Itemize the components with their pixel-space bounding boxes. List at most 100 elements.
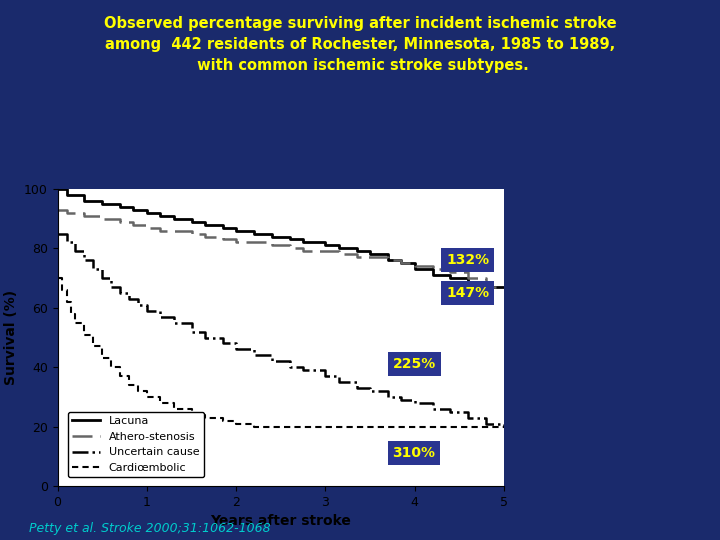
Uncertain cause <box>268 358 276 365</box>
Uncertain cause <box>107 284 115 291</box>
Cardiœmbolic <box>89 343 98 350</box>
Cardiœmbolic <box>98 355 107 362</box>
Cardiœmbolic <box>62 299 71 305</box>
Text: Petty et al. Stroke 2000;31:1062-1068: Petty et al. Stroke 2000;31:1062-1068 <box>29 522 271 535</box>
Uncertain cause <box>80 257 89 264</box>
Cardiœmbolic <box>116 373 125 379</box>
Athero-stenosis <box>321 248 330 255</box>
Athero-stenosis <box>285 245 294 252</box>
Lacuna <box>250 230 258 237</box>
Lacuna <box>500 284 508 291</box>
Cardiœmbolic <box>58 287 66 293</box>
Uncertain cause <box>201 334 210 341</box>
Y-axis label: Survival (%): Survival (%) <box>4 290 19 385</box>
Lacuna <box>410 266 419 272</box>
Cardiœmbolic <box>169 406 178 412</box>
Cardiœmbolic <box>187 411 196 418</box>
Cardiœmbolic <box>71 319 80 326</box>
Lacuna <box>384 257 392 264</box>
Lacuna <box>464 281 472 287</box>
Athero-stenosis <box>53 206 62 213</box>
Lacuna <box>187 218 196 225</box>
Athero-stenosis <box>201 233 210 240</box>
Cardiœmbolic <box>134 388 143 394</box>
Uncertain cause <box>89 266 98 272</box>
Athero-stenosis <box>335 251 343 258</box>
Uncertain cause <box>299 367 307 374</box>
Cardiœmbolic <box>232 420 240 427</box>
Athero-stenosis <box>428 266 437 272</box>
Athero-stenosis <box>218 237 227 243</box>
Uncertain cause <box>335 379 343 386</box>
Lacuna <box>366 251 374 258</box>
Athero-stenosis <box>384 257 392 264</box>
Athero-stenosis <box>446 269 455 275</box>
Text: P < 0.0001: P < 0.0001 <box>127 442 189 452</box>
Lacuna <box>143 210 151 216</box>
Lacuna <box>352 248 361 255</box>
Cardiœmbolic <box>384 423 392 430</box>
Uncertain cause <box>250 352 258 359</box>
Athero-stenosis <box>352 254 361 260</box>
Athero-stenosis <box>397 260 405 266</box>
Cardiœmbolic <box>125 382 133 388</box>
Text: Observed percentage surviving after incident ischemic stroke
among  442 resident: Observed percentage surviving after inci… <box>104 16 616 73</box>
Uncertain cause <box>71 248 80 255</box>
Athero-stenosis <box>129 221 138 228</box>
Lacuna <box>116 204 125 210</box>
Cardiœmbolic <box>285 423 294 430</box>
Lacuna <box>53 186 62 192</box>
Uncertain cause <box>366 388 374 394</box>
Athero-stenosis <box>232 239 240 246</box>
Cardiœmbolic <box>397 423 405 430</box>
Cardiœmbolic <box>428 423 437 430</box>
Lacuna <box>98 200 107 207</box>
Uncertain cause <box>187 328 196 335</box>
Cardiœmbolic <box>500 423 508 430</box>
Cardiœmbolic <box>464 423 472 430</box>
Athero-stenosis <box>80 212 89 219</box>
Lacuna <box>335 245 343 252</box>
Lacuna <box>129 206 138 213</box>
Athero-stenosis <box>98 215 107 222</box>
Cardiœmbolic <box>67 310 76 317</box>
Uncertain cause <box>125 295 133 302</box>
Line: Cardiœmbolic: Cardiœmbolic <box>58 278 504 427</box>
Athero-stenosis <box>366 254 374 260</box>
Athero-stenosis <box>482 284 490 291</box>
Uncertain cause <box>428 406 437 412</box>
Athero-stenosis <box>116 218 125 225</box>
Cardiœmbolic <box>410 423 419 430</box>
Uncertain cause <box>464 415 472 421</box>
Cardiœmbolic <box>299 423 307 430</box>
Cardiœmbolic <box>143 394 151 400</box>
Cardiœmbolic <box>53 275 62 281</box>
Cardiœmbolic <box>80 331 89 338</box>
Uncertain cause <box>169 319 178 326</box>
Uncertain cause <box>98 275 107 281</box>
Athero-stenosis <box>299 248 307 255</box>
Athero-stenosis <box>156 227 165 234</box>
Uncertain cause <box>410 400 419 406</box>
Text: 132%: 132% <box>446 253 489 267</box>
Uncertain cause <box>134 301 143 308</box>
Uncertain cause <box>285 364 294 370</box>
Athero-stenosis <box>464 275 472 281</box>
Text: 225%: 225% <box>392 357 436 371</box>
Line: Lacuna: Lacuna <box>58 189 504 287</box>
Uncertain cause <box>321 373 330 379</box>
Cardiœmbolic <box>335 423 343 430</box>
Lacuna <box>321 242 330 248</box>
Cardiœmbolic <box>156 400 165 406</box>
Uncertain cause <box>397 396 405 403</box>
Lacuna <box>285 237 294 243</box>
Line: Athero-stenosis: Athero-stenosis <box>58 210 504 287</box>
Cardiœmbolic <box>321 423 330 430</box>
Uncertain cause <box>352 384 361 391</box>
Cardiœmbolic <box>352 423 361 430</box>
Uncertain cause <box>62 239 71 246</box>
Text: 310%: 310% <box>392 447 436 460</box>
Uncertain cause <box>384 394 392 400</box>
Line: Uncertain cause: Uncertain cause <box>58 233 504 427</box>
Cardiœmbolic <box>201 415 210 421</box>
